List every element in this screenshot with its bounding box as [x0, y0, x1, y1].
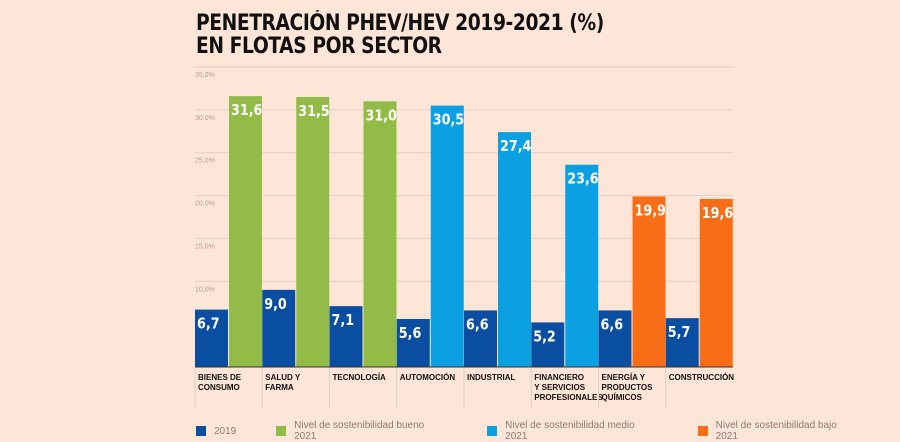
data-label-2019: 6,7	[197, 316, 220, 333]
legend-item: Nivel de sostenibilidad bajo 2021	[697, 420, 860, 442]
data-label-2019: 6,6	[466, 316, 489, 333]
legend-label: Nivel de sostenibilidad bueno 2021	[294, 420, 425, 442]
legend-label: Nivel de sostenibilidad bajo 2021	[715, 420, 837, 442]
bar-2019	[396, 319, 430, 367]
y-tick-label: 25,0%	[195, 158, 215, 165]
x-tick-label: INDUSTRIAL	[467, 373, 516, 382]
bar-2019	[262, 289, 296, 367]
x-tick-label: FARMA	[265, 383, 294, 392]
x-tick-label: TECNOLOGÍA	[333, 373, 387, 382]
bar-2019	[329, 306, 363, 367]
x-tick-label: CONSUMO	[198, 383, 240, 392]
data-label-2021: 31,5	[298, 103, 329, 120]
x-tick-label: ENERGÍA Y	[602, 373, 646, 382]
chart-title: PENETRACIÓN PHEV/HEV 2019-2021 (%) EN FL…	[196, 12, 604, 58]
bar-2021	[565, 164, 599, 367]
y-tick-label: 15,0%	[195, 243, 215, 250]
bar-2021	[699, 199, 733, 367]
y-tick-label: 20,0%	[195, 201, 215, 208]
x-tick-label: QUÍMICOS	[602, 393, 643, 402]
x-tick-label: PRODUCTOS	[602, 383, 654, 392]
data-label-2021: 27,4	[500, 138, 532, 155]
legend-swatch	[276, 426, 287, 436]
bar-2021	[430, 105, 464, 368]
x-tick-label: CONSTRUCCIÓN	[669, 373, 735, 382]
x-tick-label: BIENES DE	[198, 373, 242, 382]
data-label-2019: 5,7	[668, 324, 691, 341]
y-tick-label: 30,0%	[195, 115, 215, 122]
data-label-2019: 9,0	[264, 296, 287, 313]
data-label-2021: 19,9	[635, 202, 666, 219]
bar-2021	[296, 97, 330, 367]
data-label-2021: 31,6	[231, 102, 262, 119]
x-tick-label: SALUD Y	[265, 373, 301, 382]
legend-label: Nivel de sostenibilidad medio 2021	[505, 420, 635, 442]
legend: 2019 Nivel de sostenibilidad bueno 2021 …	[196, 420, 900, 442]
subtitle-line: EN FLOTAS POR SECTOR	[196, 34, 442, 59]
data-label-2021: 23,6	[567, 171, 598, 188]
bar-2021	[363, 101, 397, 368]
legend-swatch	[697, 426, 708, 436]
title-line: PENETRACIÓN PHEV/HEV 2019-2021 (%)	[196, 11, 604, 36]
data-label-2019: 5,6	[399, 325, 422, 342]
data-label-2021: 30,5	[433, 112, 464, 129]
bar-2019	[665, 318, 699, 367]
y-tick-label: 10,0%	[195, 286, 215, 293]
bar-2019	[531, 322, 565, 367]
legend-item: 2019	[196, 420, 236, 442]
x-tick-label: Y SERVICIOS	[534, 383, 586, 392]
data-label-2019: 7,1	[332, 312, 355, 329]
x-tick-label: FINANCIERO	[534, 373, 584, 382]
legend-swatch	[487, 426, 498, 436]
legend-swatch	[196, 426, 206, 436]
legend-label: 2019	[214, 425, 237, 437]
data-label-2021: 31,0	[366, 107, 398, 124]
bar-2019	[598, 310, 632, 367]
data-label-2019: 6,6	[601, 316, 624, 333]
bar-2021	[229, 96, 262, 368]
legend-item: Nivel de sostenibilidad medio 2021	[487, 420, 657, 442]
bar-2021	[632, 196, 666, 367]
data-label-2019: 5,2	[533, 328, 556, 345]
x-tick-label: PROFESIONALES	[534, 393, 603, 402]
x-tick-label: AUTOMOCIÓN	[400, 373, 456, 382]
bar-2019	[464, 310, 497, 367]
bar-2019	[195, 309, 228, 367]
data-label-2021: 19,6	[702, 205, 733, 222]
legend-item: Nivel de sostenibilidad bueno 2021	[276, 420, 447, 442]
bar-2021	[498, 132, 531, 367]
y-tick-label: 35,0%	[195, 72, 215, 79]
